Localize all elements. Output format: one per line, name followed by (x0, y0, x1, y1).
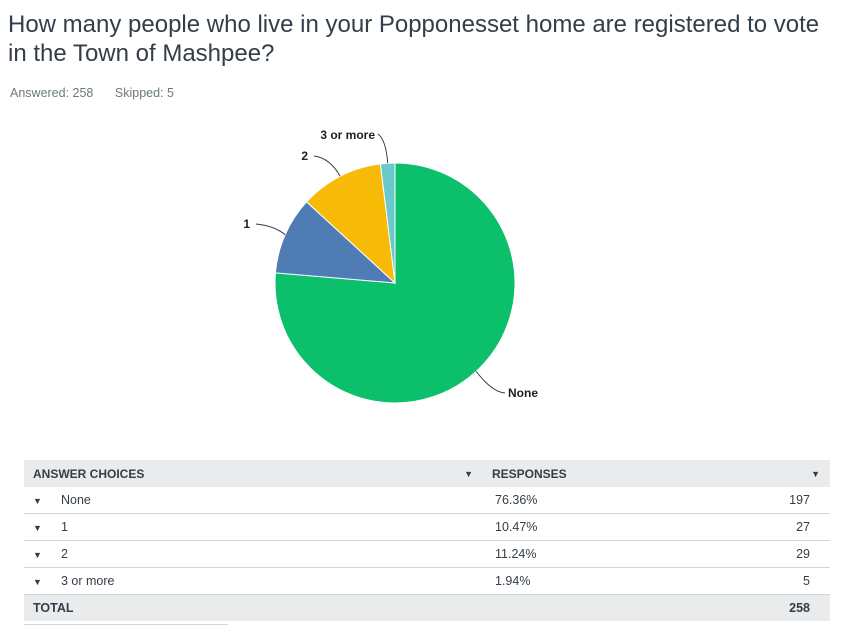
skipped-count: Skipped: 5 (114, 86, 174, 100)
table-row: ▼ 1 10.47% 27 (24, 513, 830, 541)
response-stats: Answered: 258 Skipped: 5 (10, 86, 192, 100)
leader-line (377, 133, 389, 164)
divider (24, 624, 228, 625)
sort-responses-icon[interactable]: ▼ (811, 469, 820, 479)
choice-label: 1 (61, 520, 68, 534)
sort-choices-icon[interactable]: ▼ (464, 469, 473, 479)
question-title: How many people who live in your Poppone… (8, 11, 820, 67)
table-row: ▼ 3 or more 1.94% 5 (24, 567, 830, 595)
table-row: ▼ 2 11.24% 29 (24, 540, 830, 568)
responses-header[interactable]: RESPONSES ▼ (483, 460, 830, 487)
choice-label: None (61, 493, 91, 507)
slice-label: 3 or more (320, 128, 375, 142)
total-row: TOTAL 258 (24, 594, 830, 621)
response-percent: 76.36% (483, 487, 635, 514)
answered-count: Answered: 258 (10, 86, 94, 100)
slice-label: None (508, 386, 538, 400)
pie-chart: None 1 2 3 or more (243, 128, 538, 404)
responses-table: ANSWER CHOICES ▼ RESPONSES ▼ ▼ None 76.36… (24, 460, 830, 621)
response-percent: 11.24% (483, 540, 635, 568)
expand-row-icon[interactable]: ▼ (33, 550, 42, 560)
response-percent: 10.47% (483, 513, 635, 541)
pie-slice-1[interactable] (274, 201, 397, 284)
expand-row-icon[interactable]: ▼ (33, 577, 42, 587)
leader-line (475, 371, 506, 394)
slice-label: 1 (243, 217, 250, 231)
expand-row-icon[interactable]: ▼ (33, 496, 42, 506)
total-label: TOTAL (24, 594, 483, 621)
total-count: 258 (635, 594, 830, 621)
table-header-row: ANSWER CHOICES ▼ RESPONSES ▼ (24, 460, 830, 487)
response-percent: 1.94% (483, 567, 635, 595)
answer-choices-header[interactable]: ANSWER CHOICES ▼ (24, 460, 483, 487)
choice-label: 3 or more (61, 574, 115, 588)
response-count: 29 (635, 540, 830, 568)
choice-label: 2 (61, 547, 68, 561)
response-count: 5 (635, 567, 830, 595)
response-count: 197 (635, 487, 830, 514)
leader-line (313, 155, 341, 177)
slice-label: 2 (301, 149, 308, 163)
expand-row-icon[interactable]: ▼ (33, 523, 42, 533)
table-row: ▼ None 76.36% 197 (24, 487, 830, 514)
leader-line (255, 223, 286, 236)
response-count: 27 (635, 513, 830, 541)
